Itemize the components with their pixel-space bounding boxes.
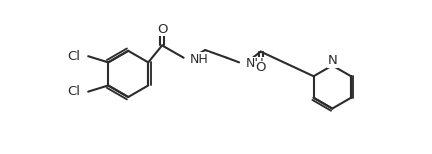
Text: NH: NH xyxy=(245,57,264,70)
Text: NH: NH xyxy=(190,53,209,66)
Text: N: N xyxy=(327,54,337,67)
Text: Cl: Cl xyxy=(67,85,80,98)
Text: O: O xyxy=(157,23,167,36)
Text: O: O xyxy=(255,61,266,74)
Text: Cl: Cl xyxy=(67,50,80,63)
